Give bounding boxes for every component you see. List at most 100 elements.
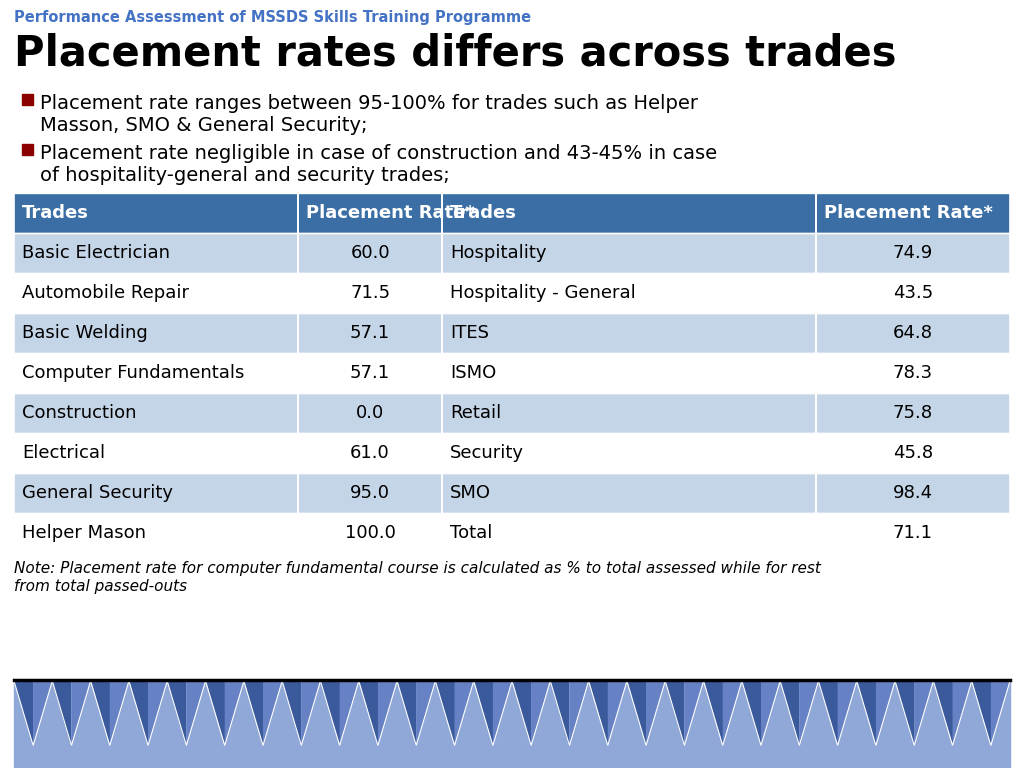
Polygon shape bbox=[90, 681, 110, 746]
Text: 78.3: 78.3 bbox=[893, 364, 933, 382]
Polygon shape bbox=[493, 681, 512, 746]
Polygon shape bbox=[569, 681, 589, 746]
Polygon shape bbox=[684, 681, 703, 746]
Polygon shape bbox=[129, 681, 148, 746]
Bar bbox=[14, 273, 298, 313]
Text: of hospitality-general and security trades;: of hospitality-general and security trad… bbox=[40, 166, 450, 185]
Polygon shape bbox=[340, 681, 358, 746]
Bar bbox=[14, 233, 298, 273]
Polygon shape bbox=[646, 681, 666, 746]
Polygon shape bbox=[378, 681, 397, 746]
Text: Basic Welding: Basic Welding bbox=[22, 324, 147, 342]
Polygon shape bbox=[550, 681, 569, 746]
Text: 45.8: 45.8 bbox=[893, 444, 933, 462]
Polygon shape bbox=[723, 681, 741, 746]
Polygon shape bbox=[857, 681, 876, 746]
Text: Note: Placement rate for computer fundamental course is calculated as % to total: Note: Placement rate for computer fundam… bbox=[14, 561, 821, 576]
Text: Trades: Trades bbox=[22, 204, 89, 222]
Polygon shape bbox=[224, 681, 244, 746]
Polygon shape bbox=[914, 681, 934, 746]
Bar bbox=[816, 313, 1010, 353]
Polygon shape bbox=[627, 681, 646, 746]
Text: Basic Electrician: Basic Electrician bbox=[22, 244, 170, 262]
Polygon shape bbox=[52, 681, 72, 746]
Polygon shape bbox=[512, 681, 531, 746]
Text: Trades: Trades bbox=[451, 204, 517, 222]
Polygon shape bbox=[416, 681, 435, 746]
Bar bbox=[14, 193, 298, 233]
Bar bbox=[298, 273, 442, 313]
Text: Placement Rate*: Placement Rate* bbox=[823, 204, 992, 222]
Text: 0.0: 0.0 bbox=[356, 404, 384, 422]
Polygon shape bbox=[358, 681, 378, 746]
Bar bbox=[442, 513, 816, 553]
Polygon shape bbox=[148, 681, 167, 746]
Polygon shape bbox=[531, 681, 550, 746]
Text: ISMO: ISMO bbox=[451, 364, 497, 382]
Bar bbox=[14, 680, 1010, 768]
Bar bbox=[816, 393, 1010, 433]
Text: 100.0: 100.0 bbox=[345, 524, 395, 542]
Bar bbox=[14, 513, 298, 553]
Bar bbox=[816, 473, 1010, 513]
Text: Masson, SMO & General Security;: Masson, SMO & General Security; bbox=[40, 116, 368, 135]
Text: 75.8: 75.8 bbox=[893, 404, 933, 422]
Polygon shape bbox=[972, 681, 991, 746]
Bar bbox=[442, 313, 816, 353]
Bar bbox=[442, 273, 816, 313]
Polygon shape bbox=[301, 681, 321, 746]
Text: 95.0: 95.0 bbox=[350, 484, 390, 502]
Bar bbox=[22, 144, 33, 155]
Bar bbox=[442, 393, 816, 433]
Polygon shape bbox=[14, 681, 33, 746]
Bar bbox=[14, 473, 298, 513]
Text: 61.0: 61.0 bbox=[350, 444, 390, 462]
Bar bbox=[816, 433, 1010, 473]
Bar bbox=[816, 353, 1010, 393]
Text: General Security: General Security bbox=[22, 484, 173, 502]
Polygon shape bbox=[186, 681, 206, 746]
Bar bbox=[298, 193, 442, 233]
Text: Automobile Repair: Automobile Repair bbox=[22, 284, 189, 302]
Bar bbox=[298, 313, 442, 353]
Polygon shape bbox=[876, 681, 895, 746]
Polygon shape bbox=[321, 681, 340, 746]
Text: Electrical: Electrical bbox=[22, 444, 105, 462]
Bar bbox=[816, 193, 1010, 233]
Text: Helper Mason: Helper Mason bbox=[22, 524, 146, 542]
Text: 57.1: 57.1 bbox=[350, 364, 390, 382]
Bar bbox=[816, 273, 1010, 313]
Text: Total: Total bbox=[451, 524, 493, 542]
Polygon shape bbox=[934, 681, 952, 746]
Bar bbox=[298, 513, 442, 553]
Bar bbox=[442, 473, 816, 513]
Text: Placement rate ranges between 95-100% for trades such as Helper: Placement rate ranges between 95-100% fo… bbox=[40, 94, 698, 113]
Polygon shape bbox=[991, 681, 1010, 746]
Text: Computer Fundamentals: Computer Fundamentals bbox=[22, 364, 245, 382]
Bar bbox=[816, 513, 1010, 553]
Polygon shape bbox=[263, 681, 283, 746]
Polygon shape bbox=[818, 681, 838, 746]
Bar bbox=[442, 233, 816, 273]
Polygon shape bbox=[72, 681, 90, 746]
Text: 43.5: 43.5 bbox=[893, 284, 933, 302]
Polygon shape bbox=[780, 681, 800, 746]
Polygon shape bbox=[608, 681, 627, 746]
Polygon shape bbox=[703, 681, 723, 746]
Text: Construction: Construction bbox=[22, 404, 136, 422]
Text: Security: Security bbox=[451, 444, 524, 462]
Text: SMO: SMO bbox=[451, 484, 492, 502]
Bar bbox=[298, 393, 442, 433]
Text: 57.1: 57.1 bbox=[350, 324, 390, 342]
Polygon shape bbox=[895, 681, 914, 746]
Bar bbox=[22, 94, 33, 105]
Polygon shape bbox=[206, 681, 224, 746]
Bar bbox=[442, 193, 816, 233]
Text: from total passed-outs: from total passed-outs bbox=[14, 579, 187, 594]
Bar bbox=[442, 353, 816, 393]
Text: 71.5: 71.5 bbox=[350, 284, 390, 302]
Text: 64.8: 64.8 bbox=[893, 324, 933, 342]
Bar bbox=[14, 353, 298, 393]
Polygon shape bbox=[455, 681, 474, 746]
Polygon shape bbox=[666, 681, 684, 746]
